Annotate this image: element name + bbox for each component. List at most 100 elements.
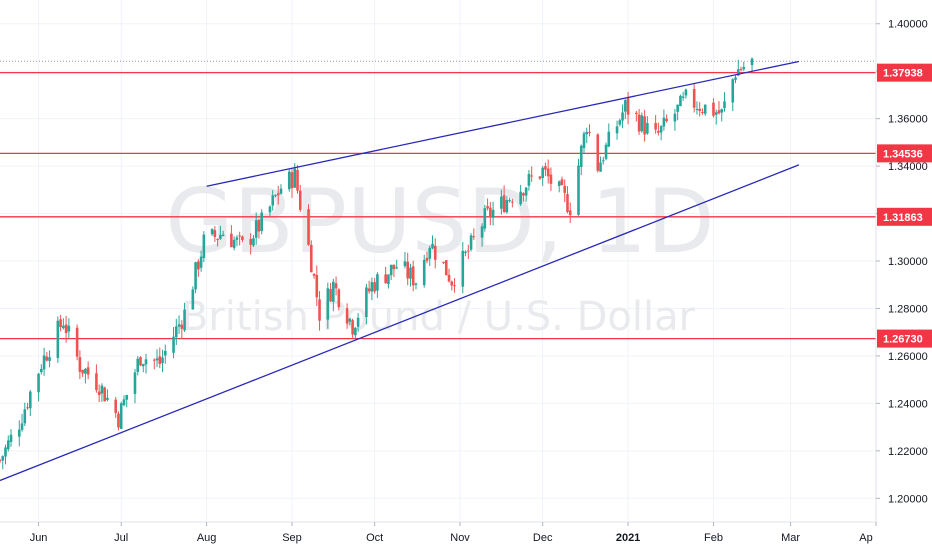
candle-body (640, 115, 644, 132)
candle-body (348, 318, 352, 322)
candle-body (271, 195, 275, 206)
candle-body (480, 226, 484, 238)
candle-body (23, 409, 27, 424)
candle-body (20, 423, 24, 430)
candle-body (431, 243, 434, 249)
candle-body (447, 274, 451, 282)
candle-body (136, 358, 140, 372)
candle-body (714, 112, 718, 115)
candle-body (161, 357, 164, 364)
y-tick-label: 1.40000 (888, 19, 928, 31)
candle-body (596, 134, 600, 171)
candle-body (268, 206, 272, 213)
candle-body (42, 355, 46, 370)
candle-body (103, 387, 106, 402)
candle-body (332, 281, 335, 302)
lower-channel-trendline[interactable] (0, 164, 800, 482)
level-label-box (877, 63, 932, 82)
candle-body (141, 363, 145, 367)
candle-body (354, 328, 357, 336)
candle-body (210, 229, 214, 235)
candle-body (582, 133, 586, 148)
candle-body (546, 168, 550, 177)
candle-body (723, 101, 726, 109)
candle-body (163, 350, 167, 356)
candle-body (172, 336, 175, 353)
candle-body (508, 200, 511, 202)
candle-body (216, 238, 219, 240)
candle-body (106, 397, 109, 400)
candle-body (698, 108, 701, 111)
candle-body (376, 274, 379, 291)
candle-body (238, 235, 241, 237)
candle-body (585, 131, 589, 135)
level-label: 1.34536 (883, 148, 923, 160)
y-tick-label: 1.34000 (888, 161, 928, 173)
candle-body (453, 285, 456, 287)
candle-body (219, 234, 222, 239)
candle-body (144, 359, 148, 365)
candle-body (568, 210, 572, 216)
candle-body (133, 372, 137, 394)
upper-channel-trendline[interactable] (206, 60, 800, 187)
candle-body (538, 176, 542, 179)
candle-body (37, 373, 40, 393)
candle-body (252, 238, 255, 246)
level-label-box (877, 207, 932, 226)
candle-body (692, 88, 696, 108)
candle-body (241, 236, 244, 240)
candle-body (260, 212, 263, 232)
candle-body (191, 289, 195, 310)
candle-body (81, 369, 84, 374)
candle-body (403, 261, 407, 267)
candle-body (450, 281, 454, 286)
candle-body (579, 145, 583, 168)
candle-body (373, 282, 376, 292)
candle-body (274, 195, 277, 197)
candle-body (97, 391, 101, 396)
candle-body (290, 172, 294, 189)
candle-body (566, 194, 569, 212)
candle-body (491, 209, 495, 218)
candle-body (519, 191, 522, 205)
candle-body (367, 288, 371, 292)
time-axis[interactable]: Jun Jul Aug Sep Oct Nov Dec 2021 Feb Mar Ap (30, 522, 877, 544)
candle-body (125, 394, 129, 400)
candle-body (409, 267, 412, 279)
candle-body (717, 110, 721, 114)
description-watermark: British Pound / U.S. Dollar (181, 294, 696, 340)
candle-body (588, 131, 591, 133)
candle-body (467, 250, 470, 252)
x-tick-label: 2021 (616, 532, 640, 544)
candle-body (679, 95, 682, 107)
candle-body (676, 104, 679, 112)
candle-body (64, 324, 68, 334)
candle-body (62, 325, 65, 329)
candle-body (544, 166, 547, 170)
candle-body (720, 109, 724, 113)
candle-body (26, 407, 29, 409)
candle-body (681, 96, 685, 98)
candle-body (139, 357, 142, 366)
candle-body (695, 109, 699, 111)
candle-body (486, 206, 489, 209)
trendlines[interactable] (0, 60, 800, 482)
candle-body (365, 287, 368, 318)
candle-body (279, 188, 283, 194)
symbol-watermark: GBPUSD, 1D (165, 170, 714, 273)
candle-body (175, 326, 178, 338)
price-axis[interactable]: 1.20000 1.22000 1.24000 1.26000 1.28000 1.300… (876, 19, 928, 506)
horizontal-levels[interactable] (0, 72, 876, 340)
x-tick-label: Ap (859, 532, 872, 544)
candle-body (626, 98, 630, 115)
candle-body (100, 385, 104, 394)
y-tick-label: 1.36000 (888, 114, 928, 126)
candle-body (84, 368, 87, 374)
candle-body (337, 289, 341, 308)
candle-body (114, 399, 117, 413)
candle-body (425, 257, 429, 261)
candle-body (40, 368, 43, 373)
candle-body (315, 274, 319, 298)
candle-body (433, 245, 437, 260)
